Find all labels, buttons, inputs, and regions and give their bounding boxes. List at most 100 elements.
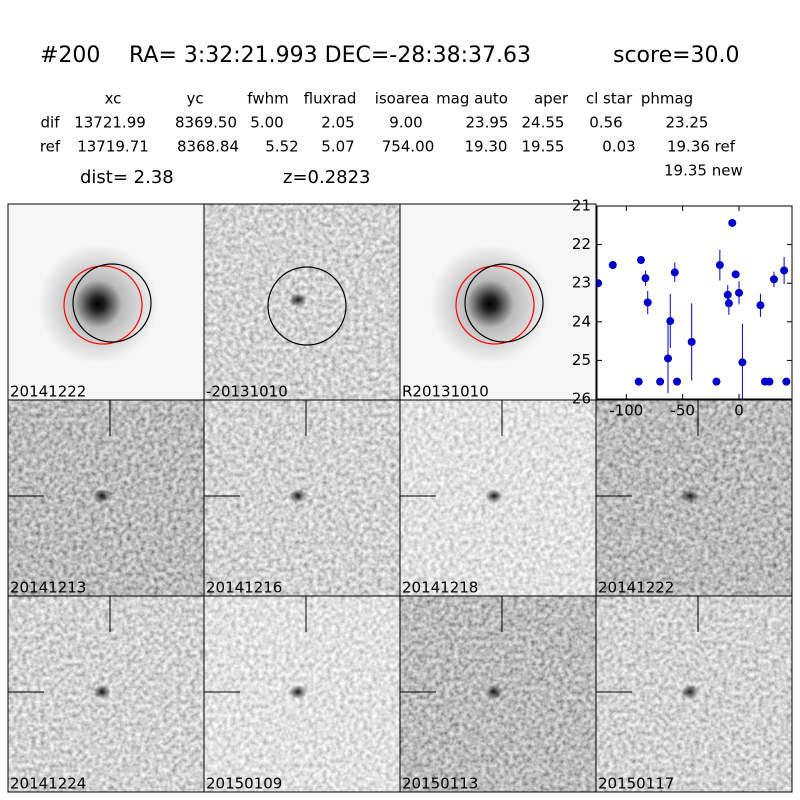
table-cell: 13719.71	[77, 138, 149, 156]
info-table: xc yc fwhm fluxrad isoarea mag auto aper cl sta…	[40, 90, 736, 156]
y-tick-label: 22	[572, 235, 591, 253]
data-point	[673, 377, 682, 386]
stamp-label: 20141222	[10, 383, 86, 401]
header: #200 RA= 3:32:21.993 DEC=-28:38:37.63 sc…	[40, 43, 740, 68]
table-cell: 5.00	[250, 114, 283, 132]
table-cell: 0.56	[589, 114, 622, 132]
table-cell: 0.03	[602, 138, 635, 156]
data-point	[728, 218, 737, 227]
data-point	[664, 354, 673, 363]
light-curve: 21 22 23 24 25 26 -100 -50 0	[572, 197, 793, 420]
column-header: fluxrad	[304, 90, 357, 108]
data-point	[780, 266, 789, 275]
data-point	[643, 298, 652, 307]
data-point	[724, 299, 733, 308]
data-point	[641, 274, 650, 283]
data-point	[765, 377, 774, 386]
stamp-label: 20150113	[402, 775, 478, 793]
column-header: aper	[534, 90, 569, 108]
column-header: isoarea	[375, 90, 430, 108]
aperture	[464, 263, 544, 343]
column-header: xc	[105, 90, 122, 108]
stamp-label: 20141218	[402, 579, 478, 597]
table-cell: 9.00	[389, 114, 422, 132]
residual	[93, 489, 111, 503]
aperture-red	[455, 265, 535, 345]
table-cell: 8368.84	[177, 138, 239, 156]
source	[38, 244, 158, 364]
column-header: yc	[186, 90, 203, 108]
column-header: fwhm	[247, 90, 288, 108]
data-point	[634, 377, 643, 386]
stamp-label: R20131010	[402, 383, 489, 401]
stamp-label: 20141222	[598, 579, 674, 597]
data-point	[735, 288, 744, 297]
residual	[485, 489, 503, 503]
stamp-frame	[595, 595, 793, 793]
object-id: #200	[40, 43, 100, 68]
column-header: phmag	[641, 90, 693, 108]
data-point	[666, 317, 675, 326]
row-label: dif	[41, 114, 61, 132]
stamp-label: 20141216	[206, 579, 282, 597]
x-tick-label: 0	[734, 402, 744, 420]
y-tick-label: 26	[572, 390, 591, 408]
stamp-label: -20131010	[206, 383, 288, 401]
residual	[681, 489, 699, 503]
table-cell: 19.30	[465, 138, 508, 156]
residual	[681, 685, 699, 699]
table-cell: 19.55	[522, 138, 565, 156]
table-cell: 5.07	[321, 138, 354, 156]
table-cell: 19.36 ref	[667, 138, 736, 156]
x-tick-label: -100	[609, 402, 643, 420]
aperture	[72, 263, 152, 343]
data-point	[723, 290, 732, 299]
data-point	[712, 377, 721, 386]
data-point	[656, 377, 665, 386]
data-point	[608, 261, 617, 270]
residual	[485, 685, 503, 699]
column-header: cl star	[586, 90, 633, 108]
stamp-label: 20150117	[598, 775, 674, 793]
residual	[289, 293, 307, 307]
stamps: 20141222 -20131010 R20131010 20141213 201412…	[7, 203, 793, 793]
dist: dist= 2.38	[80, 167, 174, 188]
data-point	[769, 275, 778, 284]
table-cell: 8369.50	[175, 114, 237, 132]
table-cell: 13721.99	[74, 114, 146, 132]
table-cell: 2.05	[321, 114, 354, 132]
aperture-red	[63, 265, 143, 345]
data-point	[731, 270, 740, 279]
row-label: ref	[40, 138, 61, 156]
data-point	[636, 256, 645, 265]
data-point	[715, 261, 724, 270]
source	[430, 244, 550, 364]
stamp-label: 20141213	[10, 579, 86, 597]
data-point	[738, 358, 747, 367]
score: score=30.0	[613, 43, 740, 68]
y-tick-label: 23	[572, 274, 591, 292]
aperture	[267, 266, 347, 346]
table-cell: 754.00	[382, 138, 435, 156]
data-point	[687, 337, 696, 346]
residual	[93, 685, 111, 699]
data-point	[670, 268, 679, 277]
residual	[289, 489, 307, 503]
redshift: z=0.2823	[283, 167, 371, 188]
data-point	[597, 279, 603, 288]
y-tick-label: 25	[572, 351, 591, 369]
column-header: mag auto	[436, 90, 508, 108]
coordinates: RA= 3:32:21.993 DEC=-28:38:37.63	[129, 43, 531, 68]
y-tick-label: 24	[572, 312, 591, 330]
stamp-label: 20141224	[10, 775, 86, 793]
phmag-note: 19.35 new	[664, 162, 743, 180]
table-cell: 24.55	[522, 114, 565, 132]
y-tick-label: 21	[572, 197, 591, 215]
x-tick-label: -50	[670, 402, 695, 420]
stamp-label: 20150109	[206, 775, 282, 793]
table-cell: 23.95	[466, 114, 509, 132]
table-cell: 5.52	[265, 138, 298, 156]
points	[597, 218, 791, 399]
